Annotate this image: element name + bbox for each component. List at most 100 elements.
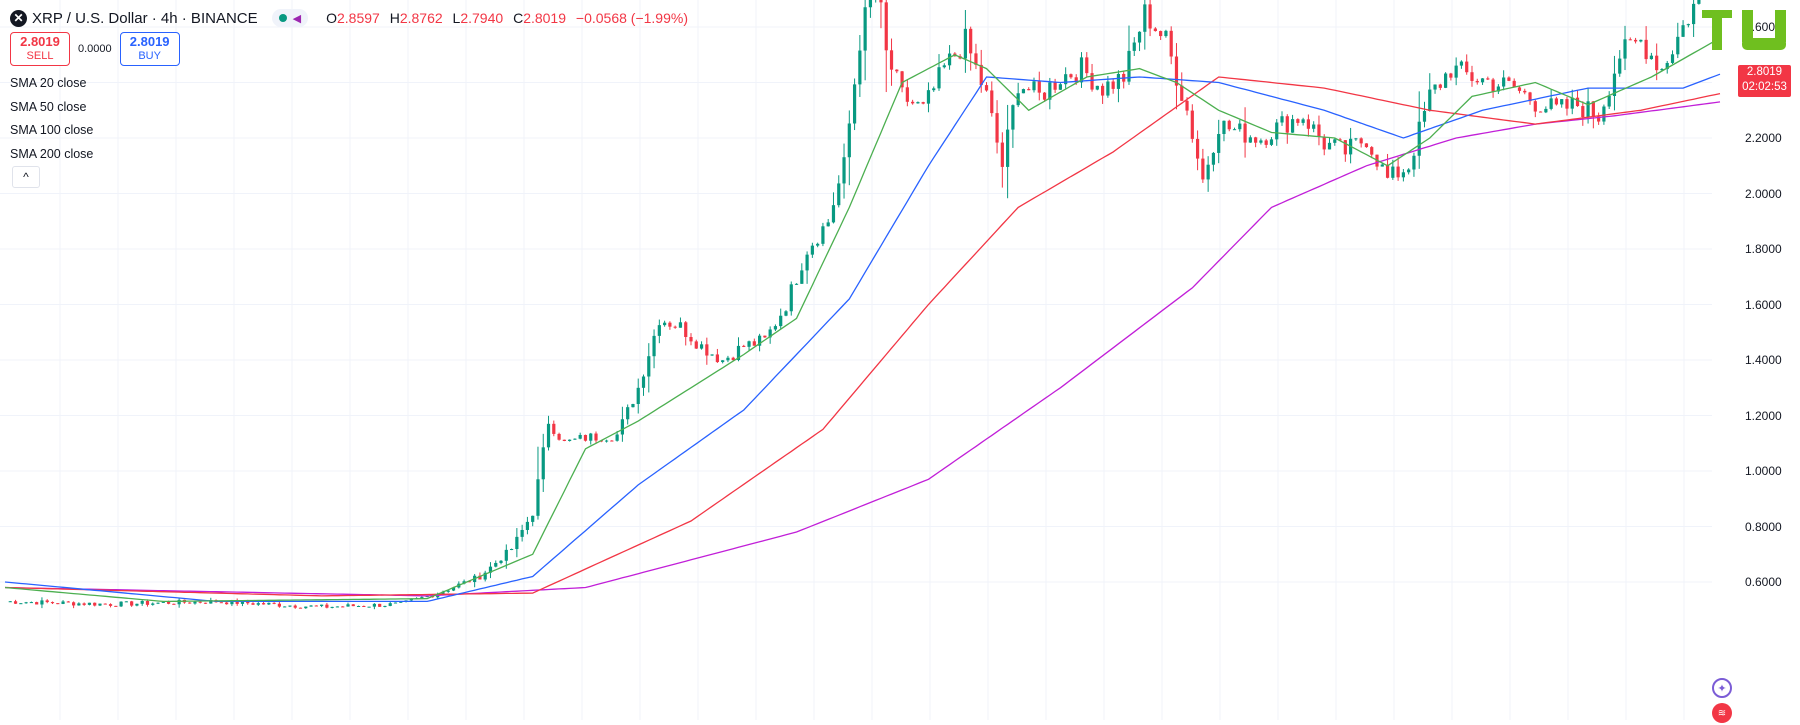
market-status-pill[interactable]: ◀ — [271, 9, 309, 27]
candle-body — [1296, 119, 1300, 123]
candle-body — [1449, 73, 1453, 78]
candle-body — [1665, 62, 1669, 70]
candle-body — [1190, 110, 1194, 139]
candle-body — [900, 71, 904, 88]
candle-body — [694, 341, 698, 349]
candle-body — [911, 101, 915, 104]
candle-body — [1280, 116, 1284, 123]
ohlc-open-value: 2.8597 — [336, 10, 380, 26]
candle-body — [304, 606, 308, 609]
candle-body — [536, 479, 540, 516]
candle-body — [130, 601, 134, 606]
candle-body — [652, 335, 656, 357]
candle-body — [108, 604, 113, 606]
candle-body — [1222, 120, 1226, 135]
candle-body — [499, 560, 503, 563]
legend-sma100[interactable]: SMA 100 close — [10, 123, 94, 137]
candle-body — [1602, 106, 1606, 122]
legend-sma20[interactable]: SMA 20 close — [10, 76, 87, 90]
candle-body — [156, 602, 160, 604]
candle-body — [1037, 81, 1041, 93]
candle-body — [1180, 85, 1184, 101]
candle-body — [93, 602, 97, 606]
candle-body — [800, 270, 804, 284]
candle-body — [420, 597, 424, 599]
flag-icon[interactable]: ≋ — [1712, 703, 1732, 723]
candle-body — [705, 344, 709, 356]
candle-body — [494, 562, 498, 567]
candle-body — [937, 67, 941, 89]
candle-body — [188, 602, 192, 604]
candle-body — [699, 344, 704, 349]
candle-body — [1607, 95, 1611, 107]
candle-body — [636, 387, 640, 404]
price-tick-label: 1.8000 — [1745, 242, 1782, 256]
candle-body — [283, 606, 287, 608]
candle-body — [35, 602, 39, 605]
candle-body — [1364, 143, 1369, 148]
candle-body — [1486, 78, 1490, 80]
price-axis[interactable]: 3.00002.60002.40002.20002.00001.80001.60… — [1727, 0, 1800, 725]
price-tick-label: 1.6000 — [1745, 297, 1782, 312]
candle-body — [399, 601, 403, 603]
candle-body — [837, 183, 841, 206]
buy-button[interactable]: 2.8019 BUY — [119, 32, 180, 66]
candle-body — [1465, 61, 1469, 73]
candle-body — [356, 605, 361, 607]
candle-body — [1248, 137, 1252, 143]
candle-body — [668, 322, 672, 327]
sell-button[interactable]: 2.8019 SELL — [10, 32, 70, 66]
candle-body — [884, 2, 888, 51]
candle-body — [816, 243, 820, 246]
candle-body — [1428, 89, 1432, 111]
candle-body — [1064, 74, 1068, 85]
symbol-title[interactable]: XRP / U.S. Dollar · 4h · BINANCE — [32, 9, 258, 27]
candle-body — [763, 335, 767, 338]
candle-body — [135, 603, 139, 606]
sma-100-line — [4, 76, 1721, 597]
candle-body — [1127, 50, 1131, 82]
candle-body — [1254, 137, 1258, 143]
candle-body — [1623, 39, 1627, 59]
sma-20-line — [4, 37, 1721, 603]
legend-collapse-button[interactable]: ^ — [12, 166, 40, 188]
candle-body — [1496, 86, 1500, 92]
price-tick-label: 2.2000 — [1745, 131, 1782, 145]
crosshair-add-icon[interactable]: ✦ — [1712, 678, 1732, 698]
candle-body — [219, 602, 223, 604]
candle-body — [1011, 105, 1015, 130]
candle-body — [620, 419, 624, 435]
candle-body — [330, 606, 334, 608]
ohlc-close-value: 2.8019 — [523, 10, 567, 26]
candle-body — [678, 322, 683, 328]
candle-body — [209, 600, 213, 604]
candle-body — [351, 604, 355, 607]
candle-body — [594, 433, 598, 441]
candle-body — [1454, 65, 1458, 78]
candle-body — [541, 447, 545, 480]
bar-countdown: 02:02:53 — [1742, 81, 1787, 93]
candle-body — [166, 601, 171, 604]
candle-body — [847, 123, 851, 158]
candle-body — [1618, 58, 1622, 74]
candle-body — [1042, 92, 1047, 100]
candle-body — [1285, 116, 1289, 133]
buy-label: BUY — [138, 50, 161, 62]
candle-body — [525, 521, 530, 530]
candle-body — [731, 357, 735, 361]
share-icon[interactable]: ◀ — [292, 12, 302, 25]
candle-body — [979, 64, 983, 86]
candle-body — [56, 603, 60, 605]
candle-body — [198, 601, 202, 603]
candle-body — [889, 50, 894, 70]
candle-body — [1269, 139, 1274, 145]
legend-sma200[interactable]: SMA 200 close — [10, 146, 94, 161]
candle-body — [779, 315, 783, 327]
legend-sma50[interactable]: SMA 50 close — [10, 99, 87, 114]
candle-body — [969, 28, 973, 54]
candle-body — [710, 354, 714, 356]
candle-body — [1048, 82, 1052, 100]
candle-body — [309, 605, 313, 607]
candle-body — [1560, 99, 1564, 105]
